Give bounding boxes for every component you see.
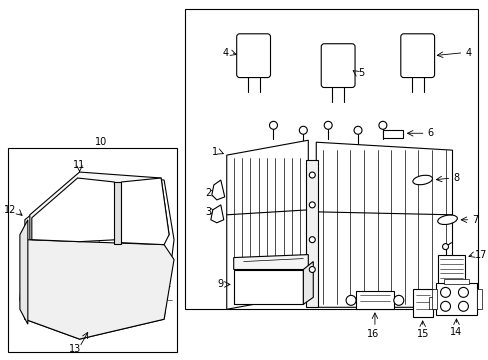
Circle shape [324,121,331,129]
Bar [8,148,177,352]
Circle shape [378,121,386,129]
Circle shape [458,301,468,311]
FancyBboxPatch shape [236,34,270,77]
Polygon shape [210,205,224,223]
Text: 11: 11 [73,160,85,170]
Bar [184,9,477,309]
Circle shape [309,172,315,178]
Polygon shape [30,172,169,245]
Text: 16: 16 [366,329,378,339]
Circle shape [299,126,306,134]
Polygon shape [20,220,28,324]
Circle shape [269,121,277,129]
Circle shape [440,301,449,311]
Polygon shape [211,180,224,200]
Text: 1: 1 [211,147,217,157]
Polygon shape [114,182,121,244]
Polygon shape [25,175,174,339]
Bar [412,289,432,317]
FancyBboxPatch shape [321,44,354,87]
Bar [355,291,393,309]
Text: 17: 17 [474,249,487,260]
Polygon shape [303,262,313,304]
Bar [443,279,468,284]
Bar [435,283,476,315]
Circle shape [309,266,315,273]
Ellipse shape [412,175,431,185]
Text: 8: 8 [452,173,459,183]
Text: 12: 12 [3,205,16,215]
Text: 14: 14 [449,327,462,337]
Text: 15: 15 [416,329,428,339]
Circle shape [393,295,403,305]
Circle shape [353,126,361,134]
Polygon shape [121,178,169,245]
Text: 2: 2 [205,188,211,198]
Polygon shape [32,178,117,242]
Circle shape [309,237,315,243]
Text: 3: 3 [205,207,211,217]
Circle shape [442,244,447,249]
Circle shape [309,202,315,208]
Text: 5: 5 [357,68,364,78]
Text: 6: 6 [427,128,433,138]
Bar [305,160,318,307]
Bar [431,289,436,309]
FancyBboxPatch shape [400,34,434,77]
Polygon shape [233,255,307,270]
Text: 7: 7 [471,215,478,225]
Polygon shape [233,270,303,304]
Ellipse shape [437,215,456,225]
Polygon shape [20,240,174,339]
Bar [476,289,481,309]
Polygon shape [226,140,307,309]
Text: 9: 9 [217,279,224,289]
Text: 4: 4 [222,48,228,58]
Bar [382,130,402,138]
Circle shape [440,287,449,297]
Text: 4: 4 [465,48,470,58]
Polygon shape [316,142,451,307]
Text: 10: 10 [95,137,107,147]
Circle shape [346,295,355,305]
Text: 13: 13 [68,344,81,354]
Circle shape [458,287,468,297]
Bar [437,255,465,292]
Bar [428,297,434,309]
